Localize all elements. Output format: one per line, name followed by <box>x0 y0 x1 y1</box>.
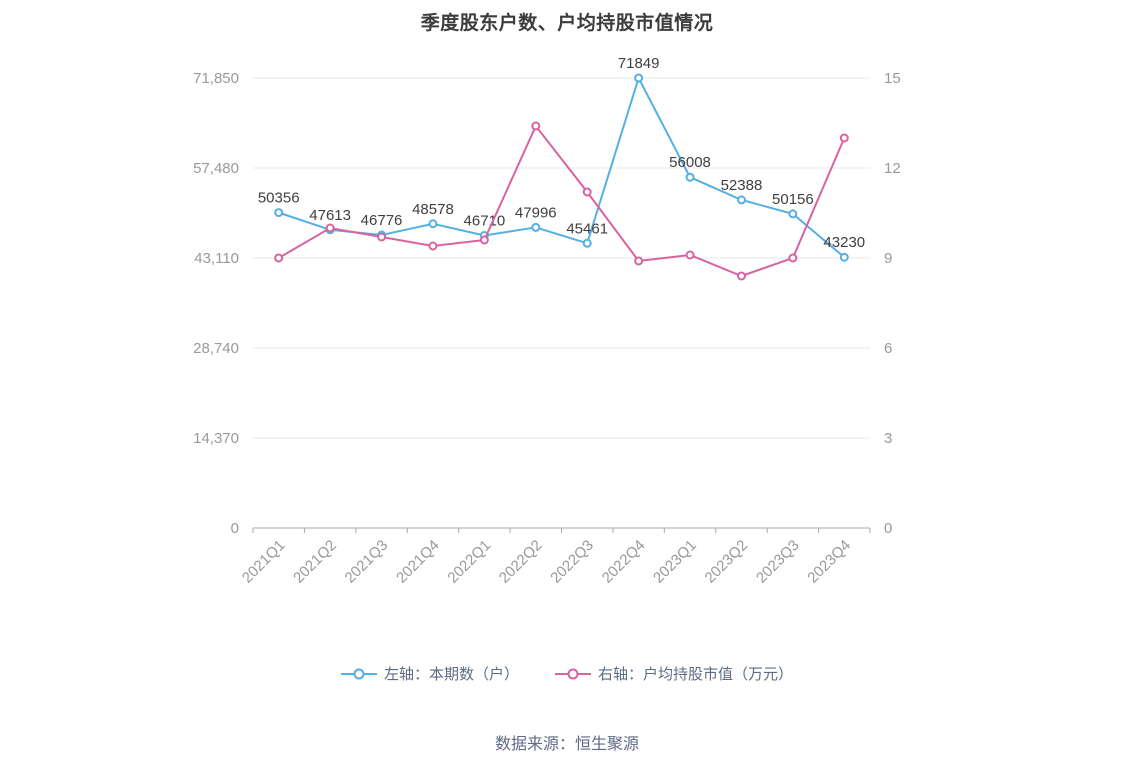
data-label: 52388 <box>721 177 763 194</box>
svg-text:14,370: 14,370 <box>193 430 239 447</box>
data-label: 45461 <box>566 220 608 237</box>
data-point <box>788 209 798 219</box>
data-label: 71849 <box>618 55 660 72</box>
data-point <box>685 250 695 260</box>
svg-text:12: 12 <box>884 160 901 177</box>
data-label: 46776 <box>361 212 403 229</box>
series-line <box>278 124 846 278</box>
data-point <box>274 253 284 263</box>
svg-text:2021Q1: 2021Q1 <box>239 537 289 587</box>
svg-text:2022Q3: 2022Q3 <box>547 537 597 587</box>
svg-text:15: 15 <box>884 70 901 87</box>
data-point <box>428 241 438 251</box>
data-label: 43230 <box>823 234 865 251</box>
data-label: 46710 <box>464 212 506 229</box>
data-label: 50356 <box>258 190 300 207</box>
series-shareholders: 50356 47613 46776 48578 46710 47996 45461 71849… <box>258 55 865 262</box>
data-point <box>582 187 592 197</box>
data-label: 50156 <box>772 191 814 208</box>
data-point <box>788 253 798 263</box>
series-market-value <box>274 121 849 281</box>
legend-item[interactable]: 左轴：本期数（户） <box>340 663 519 684</box>
data-point <box>377 232 387 242</box>
svg-text:2022Q2: 2022Q2 <box>496 537 546 587</box>
svg-text:2023Q2: 2023Q2 <box>702 537 752 587</box>
data-point <box>839 252 849 262</box>
svg-text:2021Q4: 2021Q4 <box>393 537 443 587</box>
legend-marker-icon <box>555 668 591 679</box>
legend-marker-icon <box>340 668 377 679</box>
svg-text:2022Q4: 2022Q4 <box>599 537 649 587</box>
data-point <box>531 121 541 131</box>
grid-lines <box>253 77 870 529</box>
data-point <box>428 219 438 229</box>
data-point <box>582 238 592 248</box>
svg-text:2023Q4: 2023Q4 <box>804 537 854 587</box>
svg-text:28,740: 28,740 <box>193 340 239 357</box>
svg-text:9: 9 <box>884 250 892 267</box>
data-label: 47613 <box>309 207 351 224</box>
legend: 左轴：本期数（户） 右轴：户均持股市值（万元） <box>0 663 1134 684</box>
data-point <box>634 73 644 83</box>
svg-text:2021Q2: 2021Q2 <box>290 537 340 587</box>
data-point <box>479 235 489 245</box>
svg-text:0: 0 <box>884 520 892 537</box>
data-point <box>634 256 644 266</box>
data-label: 47996 <box>515 204 557 221</box>
legend-item[interactable]: 右轴：户均持股市值（万元） <box>555 663 793 684</box>
data-point <box>736 271 746 281</box>
right-axis-labels: 0 3 6 9 12 15 <box>884 70 901 537</box>
svg-text:71,850: 71,850 <box>193 70 239 87</box>
x-axis-labels: 2021Q1 2021Q2 2021Q3 2021Q4 2022Q1 2022Q2 2022… <box>239 528 871 587</box>
data-point <box>274 208 284 218</box>
left-axis-labels: 0 14,370 28,740 43,110 57,480 71,850 <box>193 70 239 537</box>
svg-text:0: 0 <box>231 520 239 537</box>
legend-label: 左轴：本期数（户） <box>383 666 519 683</box>
data-label: 56008 <box>669 154 711 171</box>
data-point <box>531 222 541 232</box>
series-line <box>278 75 845 259</box>
data-point <box>736 195 746 205</box>
svg-text:2023Q1: 2023Q1 <box>650 537 700 587</box>
chart-title: 季度股东户数、户均持股市值情况 <box>420 13 714 34</box>
data-source: 数据来源：恒生聚源 <box>494 736 639 753</box>
svg-text:2021Q3: 2021Q3 <box>342 537 392 587</box>
data-point <box>325 223 335 233</box>
svg-text:2022Q1: 2022Q1 <box>444 537 494 587</box>
legend-label: 右轴：户均持股市值（万元） <box>598 666 794 683</box>
chart-canvas: 0 14,370 28,740 43,110 57,480 71,850 0 3 6 9 12 15 2… <box>193 55 901 587</box>
svg-text:6: 6 <box>884 340 892 357</box>
svg-text:2023Q3: 2023Q3 <box>753 537 803 587</box>
svg-text:57,480: 57,480 <box>193 160 239 177</box>
data-point <box>685 172 695 182</box>
data-label: 48578 <box>412 201 454 218</box>
svg-text:3: 3 <box>884 430 892 447</box>
data-point <box>839 133 849 143</box>
svg-text:43,110: 43,110 <box>194 250 239 267</box>
